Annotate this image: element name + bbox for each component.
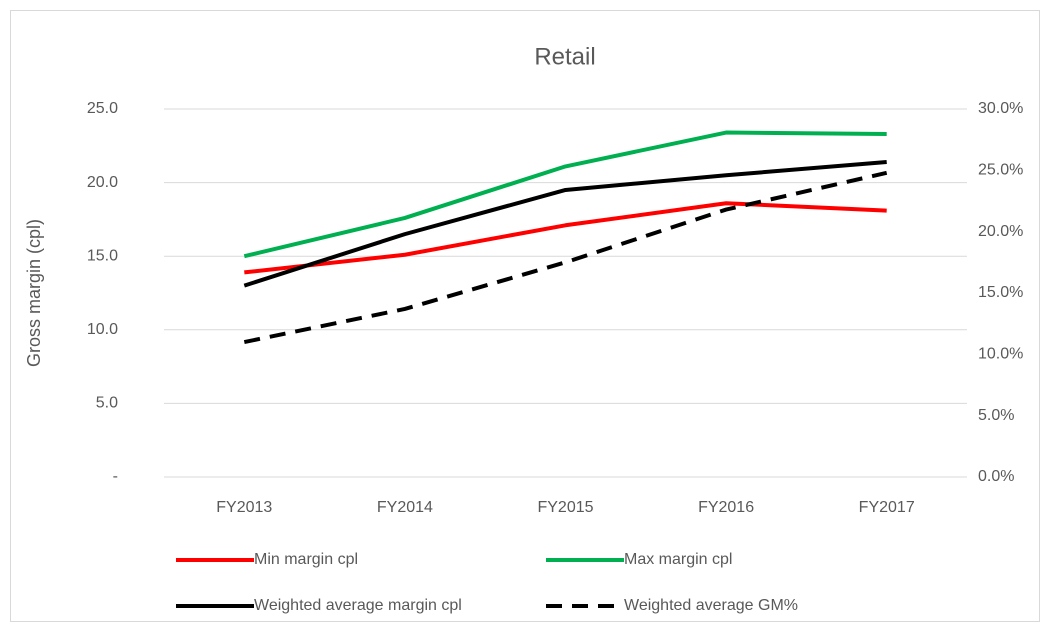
chart-frame <box>10 10 1040 622</box>
y-tick-label: 25.0 <box>87 100 118 117</box>
y-tick-label: - <box>113 468 118 485</box>
x-tick-label: FY2015 <box>537 499 593 516</box>
legend-label: Weighted average GM% <box>624 597 798 614</box>
y2-tick-label: 25.0% <box>978 162 1023 179</box>
y-tick-label: 5.0 <box>96 395 118 412</box>
x-tick-label: FY2017 <box>859 499 915 516</box>
y-tick-label: 10.0 <box>87 321 118 338</box>
x-tick-label: FY2016 <box>698 499 754 516</box>
y2-tick-label: 10.0% <box>978 346 1023 363</box>
line-series <box>244 201 887 275</box>
line-series <box>243 159 887 288</box>
legend-label: Weighted average margin cpl <box>254 597 462 614</box>
y2-tick-label: 30.0% <box>978 100 1023 117</box>
x-tick-label: FY2013 <box>216 499 272 516</box>
y-tick-label: 15.0 <box>87 247 118 264</box>
chart-title: Retail <box>534 43 595 70</box>
y2-tick-label: 20.0% <box>978 223 1023 240</box>
x-tick-label: FY2014 <box>377 499 433 516</box>
y2-tick-label: 15.0% <box>978 284 1023 301</box>
line-series <box>243 130 887 259</box>
legend-label: Max margin cpl <box>624 551 732 568</box>
y2-tick-label: 0.0% <box>978 468 1014 485</box>
y-axis-label: Gross margin (cpl) <box>24 219 44 367</box>
line-series <box>243 170 888 345</box>
legend-label: Min margin cpl <box>254 551 358 568</box>
y-tick-label: 20.0 <box>87 174 118 191</box>
y2-tick-label: 5.0% <box>978 407 1014 424</box>
